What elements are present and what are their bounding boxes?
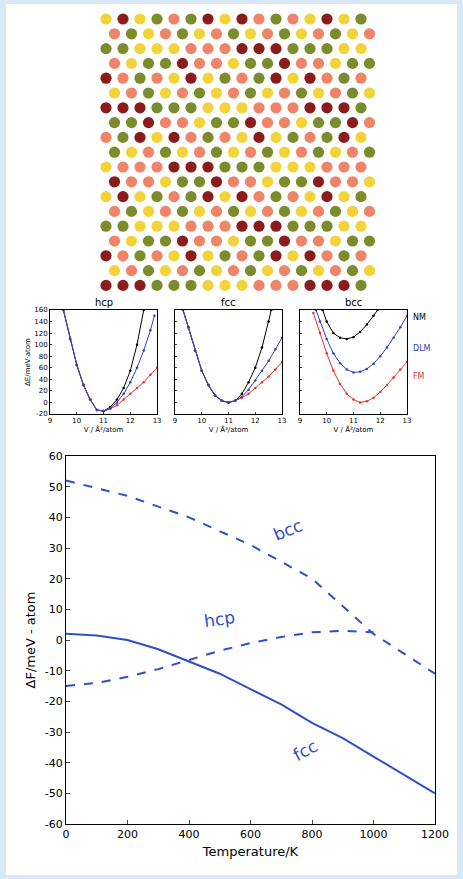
svg-text:NM: NM xyxy=(413,313,426,322)
svg-text:V / Å³/atom: V / Å³/atom xyxy=(209,425,249,434)
svg-text:1000: 1000 xyxy=(360,828,388,841)
svg-text:11: 11 xyxy=(349,417,358,425)
svg-text:9: 9 xyxy=(173,417,177,425)
svg-text:0: 0 xyxy=(43,399,47,407)
svg-text:60: 60 xyxy=(39,364,48,372)
svg-text:12: 12 xyxy=(251,417,260,425)
svg-text:160: 160 xyxy=(34,306,47,314)
svg-text:13: 13 xyxy=(153,417,162,425)
svg-text:Temperature/K: Temperature/K xyxy=(202,844,299,859)
svg-text:600: 600 xyxy=(240,828,261,841)
svg-text:V / Å³/atom: V / Å³/atom xyxy=(84,425,124,434)
svg-text:400: 400 xyxy=(179,828,200,841)
svg-text:30: 30 xyxy=(49,542,63,555)
svg-text:bcc: bcc xyxy=(270,515,305,545)
svg-text:12: 12 xyxy=(376,417,385,425)
svg-text:-40: -40 xyxy=(45,757,63,770)
svg-text:10: 10 xyxy=(49,603,63,616)
svg-text:800: 800 xyxy=(302,828,323,841)
svg-text:9: 9 xyxy=(298,417,302,425)
svg-text:20: 20 xyxy=(39,387,48,395)
svg-text:-20: -20 xyxy=(36,410,47,418)
svg-text:FM: FM xyxy=(413,372,425,381)
svg-text:-20: -20 xyxy=(45,695,63,708)
svg-text:13: 13 xyxy=(403,417,412,425)
svg-text:ΔE/meV·atom: ΔE/meV·atom xyxy=(24,338,32,386)
svg-text:-50: -50 xyxy=(45,787,63,800)
svg-text:11: 11 xyxy=(99,417,108,425)
svg-text:ΔF/meV - atom: ΔF/meV - atom xyxy=(23,592,38,689)
svg-text:80: 80 xyxy=(39,353,48,361)
svg-text:20: 20 xyxy=(49,573,63,586)
svg-text:10: 10 xyxy=(322,417,331,425)
svg-text:0: 0 xyxy=(56,634,63,647)
svg-text:9: 9 xyxy=(48,417,52,425)
svg-text:11: 11 xyxy=(224,417,233,425)
svg-text:DLM: DLM xyxy=(413,344,431,353)
svg-text:10: 10 xyxy=(72,417,81,425)
svg-text:0: 0 xyxy=(63,828,70,841)
svg-text:-30: -30 xyxy=(45,726,63,739)
svg-text:12: 12 xyxy=(126,417,135,425)
svg-text:bcc: bcc xyxy=(345,297,362,308)
svg-text:hcp: hcp xyxy=(95,297,113,308)
svg-text:200: 200 xyxy=(117,828,138,841)
svg-text:100: 100 xyxy=(34,341,47,349)
svg-text:hcp: hcp xyxy=(203,607,236,631)
svg-text:fcc: fcc xyxy=(290,736,321,765)
svg-text:fcc: fcc xyxy=(221,297,236,308)
svg-text:13: 13 xyxy=(278,417,287,425)
svg-text:-10: -10 xyxy=(45,665,63,678)
svg-text:140: 140 xyxy=(34,318,47,326)
svg-text:50: 50 xyxy=(49,481,63,494)
svg-text:V / Å³/atom: V / Å³/atom xyxy=(334,425,374,434)
svg-text:40: 40 xyxy=(49,511,63,524)
svg-text:1200: 1200 xyxy=(421,828,449,841)
svg-text:120: 120 xyxy=(34,330,47,338)
svg-text:-60: -60 xyxy=(45,818,63,831)
svg-text:60: 60 xyxy=(49,450,63,463)
svg-text:40: 40 xyxy=(39,376,48,384)
svg-text:10: 10 xyxy=(197,417,206,425)
